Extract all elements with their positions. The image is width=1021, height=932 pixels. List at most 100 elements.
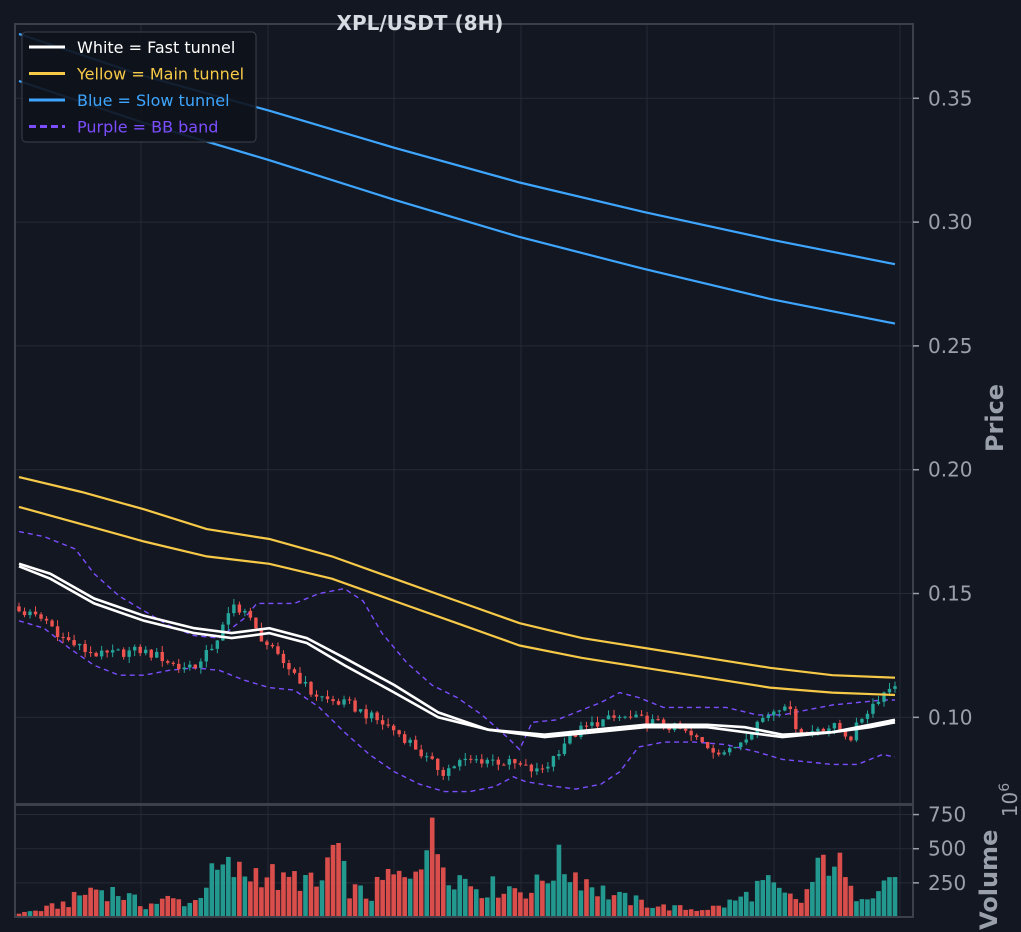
candle-body <box>683 728 688 731</box>
volume-bar <box>545 883 551 917</box>
candle-body <box>595 722 600 727</box>
candle-body <box>436 758 440 770</box>
bb-upper-line <box>18 530 895 751</box>
candle-body <box>347 699 352 701</box>
bb-lower-line <box>18 620 896 793</box>
candle-body <box>353 700 357 712</box>
candle-body <box>309 681 313 695</box>
volume-bar <box>259 887 264 917</box>
legend-box <box>21 31 257 143</box>
candle-body <box>72 640 76 646</box>
volume-bar <box>242 876 248 917</box>
volume-bar <box>292 871 297 917</box>
candle-body <box>188 664 192 668</box>
candle-body <box>127 650 131 657</box>
volume-bar <box>765 875 771 917</box>
candle-body <box>893 686 897 689</box>
fast-tunnel-upper <box>18 562 896 737</box>
volume-bar <box>562 874 567 917</box>
volume-bar <box>402 877 407 917</box>
volume-bar <box>22 911 27 917</box>
candle-body <box>39 614 43 619</box>
candle-body <box>281 653 286 664</box>
candle-body <box>546 766 550 769</box>
volume-bar <box>754 880 760 917</box>
volume-bar <box>694 910 699 917</box>
candle-body <box>375 712 379 721</box>
volume-bar <box>606 899 611 917</box>
candle-body <box>177 663 181 670</box>
volume-bar <box>854 901 859 917</box>
legend: White = Fast tunnel Yellow = Main tunnel B… <box>21 31 257 143</box>
volume-bar <box>876 891 881 917</box>
candle-body <box>276 646 280 654</box>
volume-bar <box>165 895 171 917</box>
candle-body <box>254 617 258 629</box>
candle-body <box>551 756 556 767</box>
candle-body <box>584 725 589 727</box>
volume-bar <box>595 896 600 917</box>
volume-bar <box>215 869 220 917</box>
volume-bar <box>832 866 837 917</box>
bb-band-lines <box>18 530 896 793</box>
volume-bar <box>93 889 99 917</box>
volume-bar <box>887 877 892 917</box>
candle-body <box>314 694 319 697</box>
volume-bar <box>501 893 507 917</box>
candle-body <box>722 752 726 755</box>
volume-bar <box>60 901 66 917</box>
candle-body <box>232 604 236 614</box>
candle-body <box>83 643 87 653</box>
volume-bar <box>688 909 694 917</box>
volume-bar <box>286 876 292 917</box>
price-tick-label: 0.15 <box>928 582 973 606</box>
candle-body <box>61 637 65 639</box>
candle-body <box>166 661 170 663</box>
volume-bar <box>859 899 865 917</box>
candle-body <box>513 759 517 764</box>
price-tick-label: 0.30 <box>928 210 973 234</box>
candle-body <box>843 730 848 737</box>
candle-body <box>77 643 82 646</box>
candle-body <box>887 688 892 693</box>
candle-body <box>772 711 776 716</box>
candle-body <box>639 714 644 716</box>
candlesticks <box>17 598 897 781</box>
volume-bar <box>881 880 887 917</box>
candle-body <box>739 742 743 748</box>
candle-body <box>298 672 302 684</box>
volume-bar <box>650 907 655 917</box>
volume-bar <box>804 889 810 917</box>
candle-body <box>226 613 231 625</box>
volume-bar <box>275 889 281 917</box>
volume-axis-ticks: 250 500 750 <box>913 803 966 895</box>
volume-bar <box>413 871 418 917</box>
chart-title: XPL/USDT (8H) <box>337 11 504 35</box>
volume-bar <box>760 880 766 917</box>
volume-bar <box>55 908 60 917</box>
volume-bar <box>655 906 661 917</box>
candle-body <box>430 756 434 759</box>
volume-bar <box>710 905 716 917</box>
volume-bar <box>826 875 832 917</box>
volume-bar <box>573 872 578 917</box>
candle-body <box>777 710 782 712</box>
volume-bar <box>126 893 132 917</box>
volume-bar <box>281 872 286 917</box>
volume-bar <box>115 896 121 917</box>
volume-bar <box>132 894 138 917</box>
volume-bar <box>391 874 396 917</box>
candle-body <box>292 669 297 673</box>
candle-body <box>634 714 638 718</box>
candle-body <box>705 742 710 749</box>
candle-body <box>606 715 611 720</box>
candle-body <box>325 696 330 700</box>
volume-bar <box>237 861 242 917</box>
volume-bar <box>683 909 688 917</box>
candle-body <box>656 719 660 721</box>
volume-bar <box>330 844 336 917</box>
volume-bar <box>865 899 870 917</box>
candle-body <box>783 706 787 711</box>
